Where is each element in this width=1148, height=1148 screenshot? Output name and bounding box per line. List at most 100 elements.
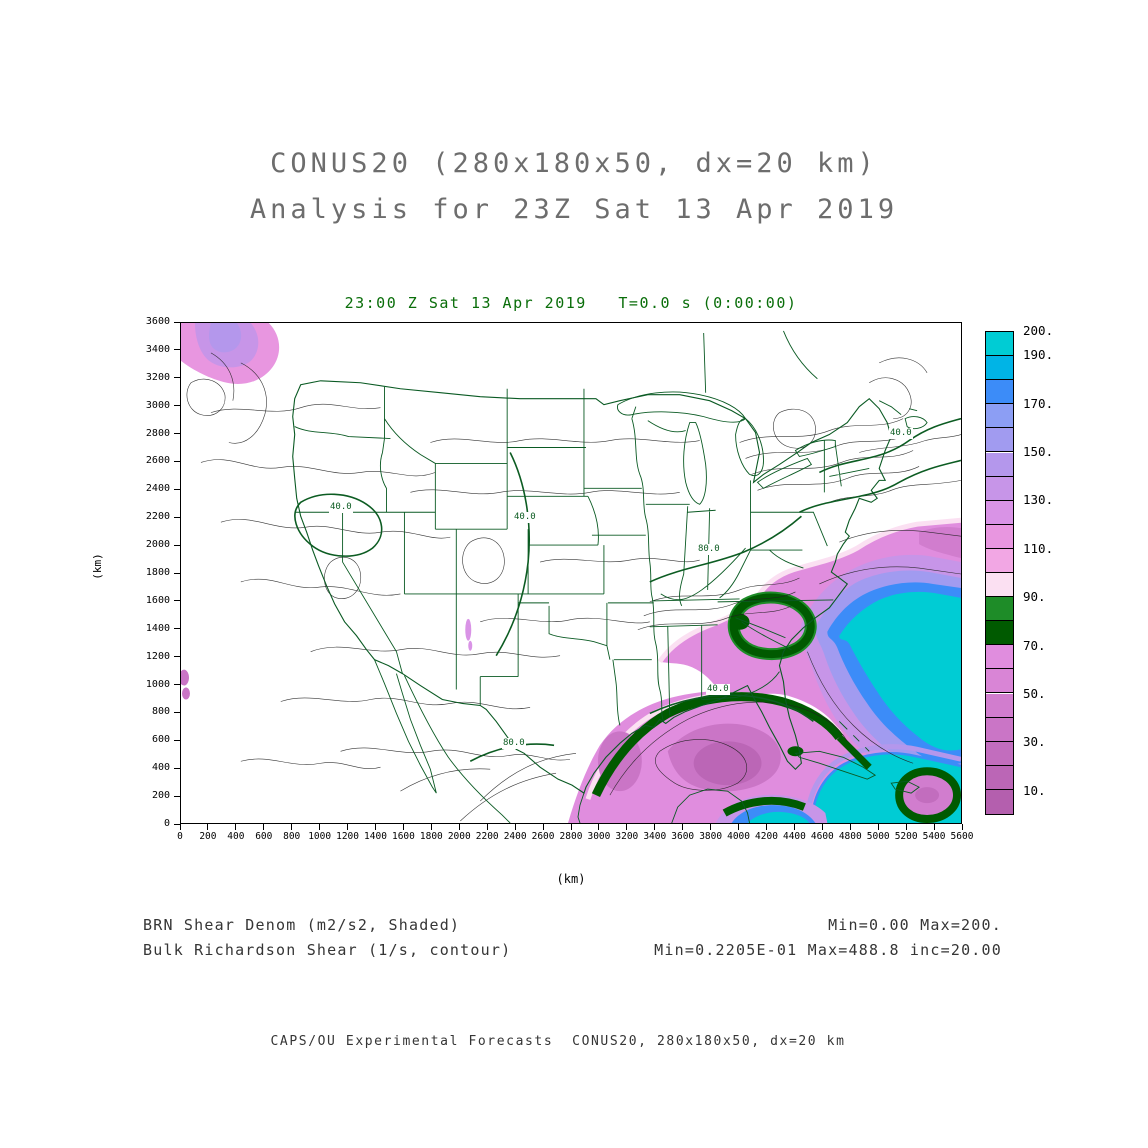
colorbar-segment xyxy=(986,645,1013,670)
contour-line xyxy=(480,752,577,802)
shaded-region xyxy=(181,669,189,686)
colorbar-tick-label: 90. xyxy=(1023,589,1046,605)
x-tick-mark xyxy=(375,824,376,830)
shaded-regions xyxy=(181,323,961,823)
plot-frame xyxy=(180,322,962,824)
y-tick-label: 200 xyxy=(151,790,170,802)
contour-line xyxy=(751,450,914,475)
shaded-region xyxy=(693,741,762,786)
colorbar-tick-label: 70. xyxy=(1023,637,1046,653)
x-tick-label: 4200 xyxy=(755,831,778,842)
x-tick-mark xyxy=(710,824,712,830)
y-tick-mark xyxy=(174,405,180,407)
y-tick-label: 1000 xyxy=(145,678,170,690)
x-tick-label: 3600 xyxy=(671,831,695,842)
x-tick-mark xyxy=(542,824,544,830)
y-tick-label: 3600 xyxy=(145,316,170,327)
y-tick-mark xyxy=(174,795,180,797)
x-tick-mark xyxy=(626,824,628,830)
colorbar-tick-label: 170. xyxy=(1023,395,1054,411)
x-tick-mark xyxy=(849,824,851,830)
y-tick-mark xyxy=(174,572,180,574)
colorbar-segment xyxy=(986,548,1013,573)
contour-line xyxy=(609,701,848,796)
x-tick-label: 3000 xyxy=(587,831,611,842)
contour-line xyxy=(773,408,816,449)
x-axis-title: (km) xyxy=(556,872,586,886)
x-tick-label: 3400 xyxy=(643,831,667,842)
x-tick-mark xyxy=(821,824,823,830)
x-tick-label: 0 xyxy=(177,831,183,842)
shaded-field-label: BRN Shear Denom (m2/s2, Shaded) xyxy=(143,916,461,934)
contour-line xyxy=(643,591,796,617)
y-tick-label: 1400 xyxy=(145,622,170,634)
contour-line xyxy=(745,434,908,459)
contour-line xyxy=(637,605,792,631)
x-tick-label: 400 xyxy=(227,831,245,842)
colorbar-tick-label: 110. xyxy=(1023,540,1054,556)
x-tick-label: 1200 xyxy=(336,831,359,842)
x-tick-label: 1600 xyxy=(391,831,415,842)
contour-label: 80.0 xyxy=(502,738,526,749)
contour-line xyxy=(410,489,680,495)
contour-line xyxy=(869,377,912,419)
contour-line xyxy=(228,362,267,444)
x-tick-mark xyxy=(291,824,293,830)
y-tick-label: 2000 xyxy=(145,539,170,551)
contour-lines-thick xyxy=(294,417,961,762)
x-tick-mark xyxy=(654,824,656,830)
colorbar-segment xyxy=(986,524,1013,549)
thick-contour-line xyxy=(649,694,814,723)
contour-label: 80.0 xyxy=(697,544,721,555)
shaded-region xyxy=(836,734,872,770)
contour-line xyxy=(462,537,505,584)
colorbar-segment xyxy=(986,597,1013,622)
colorbar-segment xyxy=(986,428,1013,453)
x-tick-mark xyxy=(179,824,181,830)
x-tick-label: 5000 xyxy=(866,831,890,842)
x-tick-mark xyxy=(486,824,488,830)
figure-title-line1: CONUS20 (280x180x50, dx=20 km) xyxy=(270,148,878,179)
y-tick-mark xyxy=(174,321,180,323)
y-tick-label: 3400 xyxy=(145,343,170,355)
colorbar-segment xyxy=(986,404,1013,429)
colorbar-segment xyxy=(986,573,1013,598)
shaded-region xyxy=(804,744,961,823)
shaded-region xyxy=(747,811,810,823)
figure-title-line2: Analysis for 23Z Sat 13 Apr 2019 xyxy=(249,194,899,225)
y-tick-mark xyxy=(174,684,180,686)
contour-line xyxy=(757,466,920,491)
map-svg xyxy=(181,323,961,823)
shaded-region xyxy=(729,593,815,658)
contour-line xyxy=(240,758,381,769)
y-tick-mark xyxy=(174,377,180,379)
y-tick-label: 3000 xyxy=(145,399,170,411)
y-tick-mark xyxy=(174,823,180,825)
shaded-region xyxy=(787,746,804,757)
contour-field-label: Bulk Richardson Shear (1/s, contour) xyxy=(143,941,512,959)
shaded-region xyxy=(915,787,940,804)
x-tick-mark xyxy=(319,824,321,830)
thick-contour-line xyxy=(294,493,383,557)
y-tick-mark xyxy=(174,711,180,713)
y-tick-label: 1600 xyxy=(145,594,170,606)
x-tick-label: 5200 xyxy=(894,831,918,842)
colorbar-segment xyxy=(986,693,1013,718)
contour-line xyxy=(186,379,226,416)
shaded-region xyxy=(839,591,961,751)
y-tick-label: 2200 xyxy=(145,511,170,523)
thick-contour-line xyxy=(799,459,961,513)
y-tick-label: 800 xyxy=(151,706,170,718)
colorbar-tick-label: 50. xyxy=(1023,686,1046,701)
contour-line xyxy=(807,651,914,764)
y-tick-mark xyxy=(174,349,180,351)
shaded-region xyxy=(722,796,806,817)
colorbar-segment xyxy=(986,452,1013,477)
x-tick-mark xyxy=(430,824,432,830)
x-tick-mark xyxy=(961,824,963,830)
contour-line xyxy=(310,646,561,658)
contour-line xyxy=(340,747,571,761)
shaded-region xyxy=(465,618,472,641)
x-tick-label: 2200 xyxy=(475,831,499,842)
y-tick-mark xyxy=(174,460,180,462)
